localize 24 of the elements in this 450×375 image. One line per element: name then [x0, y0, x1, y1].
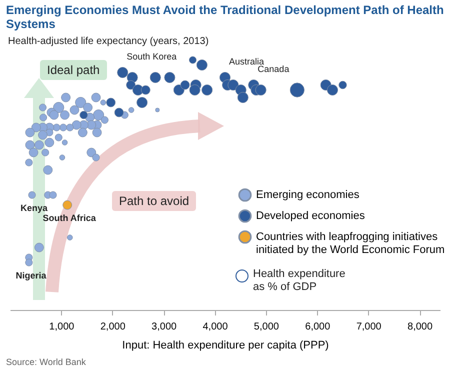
- legend-label: Countries with leapfrogging initiatives initiated by the World Economic Forum: [256, 231, 445, 256]
- legend-label: Emerging economies: [256, 189, 360, 201]
- annotation: South Korea: [126, 52, 177, 62]
- source-note: Source: World Bank: [6, 357, 86, 367]
- annotation: Australia: [229, 56, 264, 66]
- x-tick-label: 5,000: [254, 322, 280, 332]
- x-tick-label: 7,000: [356, 322, 382, 332]
- legend-label: Developed economies: [256, 210, 366, 222]
- x-tick-label: 3,000: [152, 322, 178, 332]
- x-tick-label: 8,000: [408, 322, 433, 332]
- annotation: Health expenditure as % of GDP: [253, 268, 346, 294]
- annotation: Kenya: [20, 203, 49, 213]
- x-axis-title: Input: Health expenditure per capita (PPP): [122, 340, 329, 352]
- annotation: Path to avoid: [112, 191, 196, 211]
- annotation: Ideal path: [40, 60, 107, 80]
- x-tick-label: 4,000: [202, 322, 228, 332]
- y-axis-title: Health-adjusted life expectancy (years, 2013): [8, 36, 209, 47]
- x-tick-label: 6,000: [305, 322, 331, 332]
- annotation: South Africa: [42, 213, 97, 223]
- annotation: Canada: [258, 64, 290, 74]
- x-tick-label: 1,000: [49, 322, 75, 332]
- chart-title: Emerging Economies Must Avoid the Traditional Development Path of Health Systems: [6, 3, 444, 31]
- annotation: Nigeria: [16, 270, 48, 280]
- x-tick-label: 2,000: [100, 322, 126, 332]
